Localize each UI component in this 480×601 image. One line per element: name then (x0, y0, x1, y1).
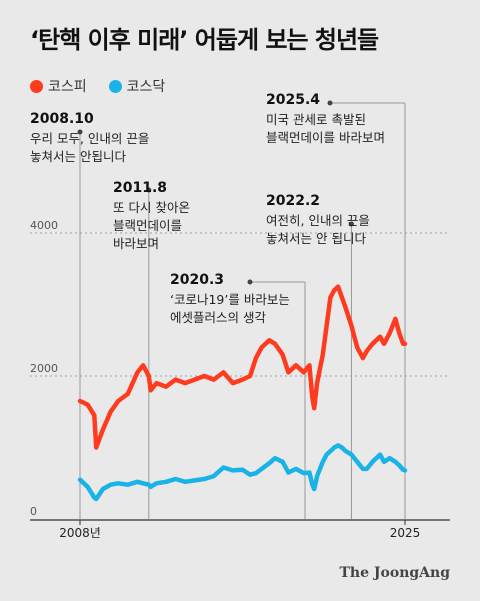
x-tick-label-1: 2025 (390, 526, 421, 540)
annotation-dot-3 (348, 221, 354, 227)
annotation-date-1: 2011.8 (113, 180, 167, 196)
series-line-kospi (77, 284, 408, 450)
series-line-kosdaq (77, 443, 408, 502)
annotation-date-0: 2008.10 (30, 111, 94, 127)
annotation-text-4-1: 블랙먼데이를 바라보며 (266, 130, 385, 145)
legend-label-kosdaq: 코스닥 (126, 79, 166, 95)
legend-marker-kospi (30, 79, 43, 93)
legend-label-kospi: 코스피 (48, 79, 87, 95)
annotation-text-2-0: ‘코로나19’를 바라보는 (170, 292, 290, 307)
annotation-text-3-1: 놓쳐서는 안 됩니다 (266, 231, 366, 246)
source-credit: The JoongAng (339, 565, 450, 581)
annotation-date-2: 2020.3 (170, 272, 224, 288)
annotation-dot-0 (77, 129, 83, 135)
annotation-dot-2 (247, 279, 253, 285)
y-tick-label-2000: 2000 (30, 362, 58, 375)
legend-item-kosdaq: 코스닥 (108, 76, 166, 96)
legend-item-kospi: 코스피 (30, 76, 87, 96)
annotation-text-2-1: 에셋플러스의 생각 (170, 310, 266, 325)
x-tick-label-0: 2008년 (59, 526, 101, 540)
annotation-date-3: 2022.2 (266, 193, 320, 209)
annotation-text-4-0: 미국 관세로 촉발된 (266, 112, 366, 127)
annotation-text-3-0: 여전히, 인내의 끈을 (266, 213, 370, 228)
legend: 코스피 코스닥 (30, 76, 165, 96)
y-tick-label-0: 0 (30, 505, 37, 518)
annotation-date-4: 2025.4 (266, 92, 320, 108)
page-title: ‘탄핵 이후 미래’ 어둡게 보는 청년들 (30, 26, 379, 54)
y-tick-label-4000: 4000 (30, 219, 58, 232)
annotation-text-0-1: 놓쳐서는 안됩니다 (30, 149, 126, 164)
annotation-text-1-1: 블랙먼데이를 (113, 218, 182, 233)
legend-marker-kosdaq (108, 79, 122, 93)
annotation-text-1-2: 바라보며 (113, 236, 159, 251)
annotation-dot-1 (146, 187, 152, 193)
annotation-text-0-0: 우리 모두, 인내의 끈을 (30, 131, 149, 146)
annotation-dot-4 (327, 100, 333, 106)
annotation-text-1-0: 또 다시 찾아온 (113, 200, 190, 215)
